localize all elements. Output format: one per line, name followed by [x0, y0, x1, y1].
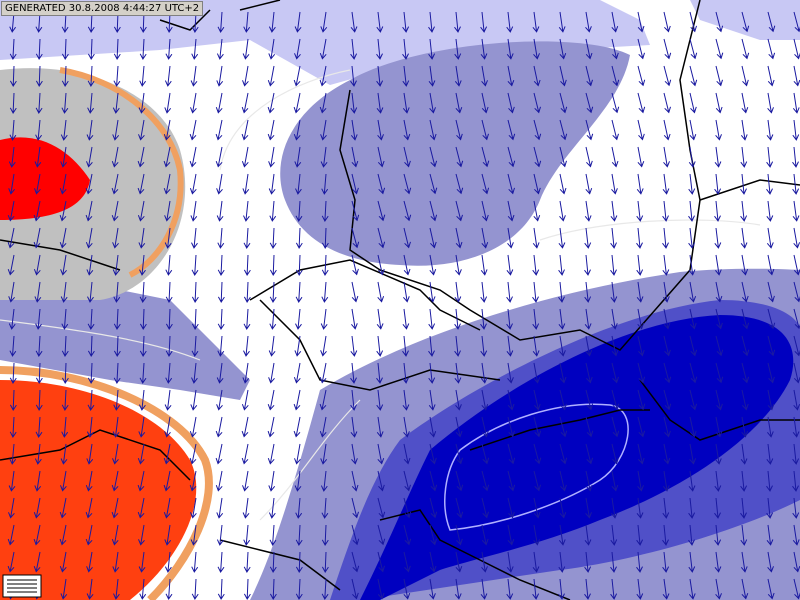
- medium-area: [0, 290, 250, 400]
- grey-area: [0, 68, 186, 300]
- contour-band: [59, 67, 184, 278]
- legend-icon: [2, 574, 42, 598]
- medium-area: [280, 41, 630, 266]
- red-area: [0, 137, 90, 220]
- contour-line: [444, 403, 629, 531]
- wind-arrow: [7, 11, 800, 600]
- red-area: [0, 380, 197, 600]
- contour-band: [0, 366, 213, 600]
- wind-arrows: [7, 11, 800, 600]
- timestamp: GENERATED 30.8.2008 4:44:27 UTC+2: [1, 1, 204, 16]
